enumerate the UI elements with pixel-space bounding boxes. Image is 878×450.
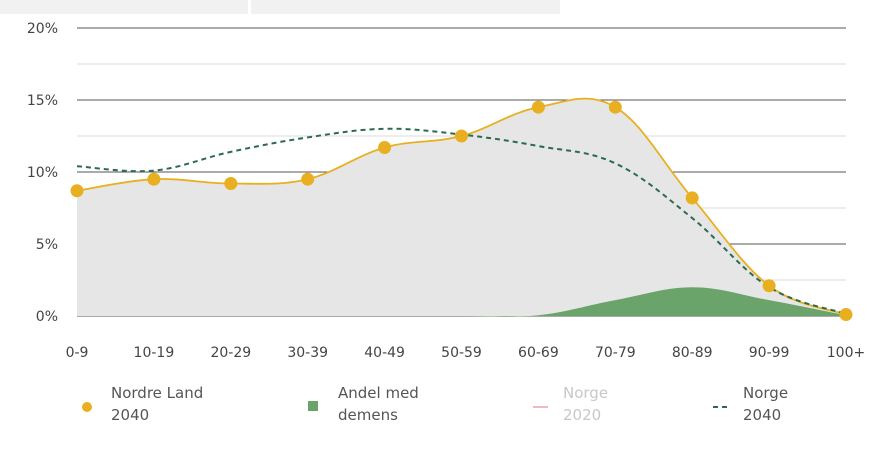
legend-marker-square (308, 401, 318, 411)
y-tick-label: 20% (27, 21, 58, 37)
x-tick-label: 100+ (827, 345, 865, 361)
x-tick-label: 10-19 (134, 345, 175, 361)
chart-points (70, 100, 853, 322)
y-tick-label: 15% (27, 93, 58, 109)
x-tick-label: 70-79 (595, 345, 636, 361)
x-axis-ticks: 0-9 10-19 20-29 30-39 40-49 50-59 60-69 70-79 80… (66, 345, 866, 361)
legend-label-line2: 2040 (743, 406, 781, 424)
data-point-nordre-land (378, 141, 392, 155)
x-tick-label: 60-69 (518, 345, 559, 361)
data-point-nordre-land (608, 100, 622, 114)
legend-label-line1: Andel med (338, 384, 419, 402)
chart-areas (77, 98, 846, 317)
series-line-nordre-land (76, 97, 847, 316)
data-point-nordre-land (224, 177, 238, 191)
series-line-norge-2040 (76, 127, 847, 315)
data-point-nordre-land (531, 100, 545, 114)
legend-item: Nordre Land 2040 (82, 384, 203, 424)
data-point-nordre-land (455, 129, 468, 143)
chart-lines (76, 97, 847, 316)
x-tick-label: 90-99 (749, 345, 790, 361)
data-point-nordre-land (839, 308, 853, 322)
x-tick-label: 40-49 (364, 345, 405, 361)
x-tick-label: 0-9 (66, 345, 89, 361)
legend-label-line1: Norge (563, 384, 608, 402)
x-tick-label: 50-59 (441, 345, 482, 361)
y-tick-label: 0% (36, 309, 58, 325)
legend-label-line2: 2020 (563, 406, 601, 424)
legend-label-line2: 2040 (111, 406, 149, 424)
legend-background (0, 360, 878, 450)
series-area-demens (77, 287, 846, 317)
top-shadow-divider (248, 0, 251, 14)
y-axis-ticks: 0% 5% 10% 15% 20% (27, 21, 58, 325)
x-tick-label: 80-89 (672, 345, 713, 361)
top-shadow-bar (0, 0, 560, 14)
data-point-nordre-land (301, 172, 315, 186)
data-point-nordre-land (147, 172, 161, 186)
y-tick-label: 5% (36, 237, 58, 253)
legend-item: Norge 2040 (713, 384, 788, 424)
data-point-nordre-land (70, 184, 84, 198)
x-tick-label: 20-29 (210, 345, 251, 361)
x-tick-label: 30-39 (287, 345, 328, 361)
data-point-nordre-land (762, 279, 776, 293)
legend-label-line2: demens (338, 406, 398, 424)
legend-label-line1: Norge (743, 384, 788, 402)
legend-item: Norge 2020 (533, 384, 608, 424)
y-tick-label: 10% (27, 165, 58, 181)
data-point-nordre-land (685, 191, 699, 205)
series-area-nordre-land (77, 98, 846, 316)
legend-item: Andel med demens (308, 384, 419, 424)
legend-label-line1: Nordre Land (111, 384, 203, 402)
legend-marker-dot (82, 402, 92, 412)
